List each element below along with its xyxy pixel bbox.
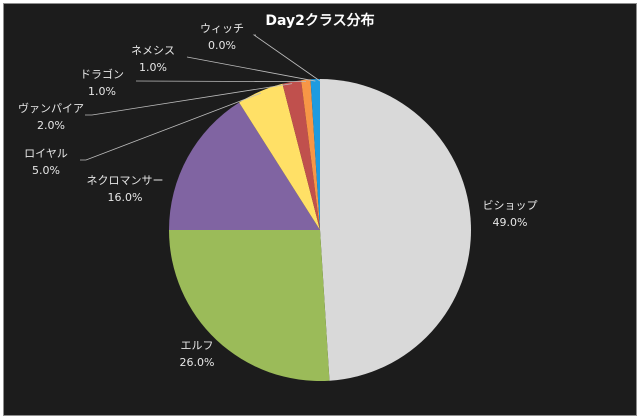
slice-5-value-label: 2.0% [37, 119, 65, 132]
slice-3-wedge [169, 102, 320, 230]
slice-7-wedge [310, 79, 320, 230]
slice-4-wedge [239, 83, 320, 230]
slice-1-wedge [320, 79, 471, 381]
slice-1-value-label: 49.0% [493, 216, 528, 229]
slice-7-leader-line [186, 56, 316, 82]
leader-lines [80, 34, 321, 161]
slice-3-value-label: 16.0% [108, 191, 143, 204]
slice-1-label: ビショップ [483, 199, 538, 212]
slice-2-label: エルフ [181, 339, 214, 352]
slice-8-value-label: 0.0% [208, 39, 236, 52]
chart-title: Day2クラス分布 [265, 13, 375, 29]
slice-2-wedge [169, 230, 330, 381]
slice-6-wedge [301, 79, 320, 230]
slice-6-leader-line [135, 80, 306, 83]
slice-7-value-label: 1.0% [139, 61, 167, 74]
slice-2-value-label: 26.0% [180, 356, 215, 369]
slice-labels: ビショップ 49.0% エルフ 26.0% ネクロマンサー 16.0% ロイヤル 5.0% ヴァ… [18, 22, 538, 369]
slice-7-label: ネメシス [131, 44, 175, 57]
slice-4-label: ロイヤル [24, 147, 68, 160]
slice-8-label: ウィッチ [200, 22, 244, 35]
slice-6-label: ドラゴン [80, 67, 124, 81]
slice-4-leader-line [80, 92, 261, 161]
pie-slices [169, 79, 471, 381]
slice-8-leader-line [252, 34, 321, 82]
slice-3-label: ネクロマンサー [87, 174, 164, 187]
slice-5-wedge [282, 80, 320, 231]
slice-5-label: ヴァンパイア [18, 101, 84, 115]
slice-5-leader-line [85, 83, 293, 116]
slice-6-value-label: 1.0% [88, 85, 116, 98]
slice-4-value-label: 5.0% [32, 164, 60, 177]
